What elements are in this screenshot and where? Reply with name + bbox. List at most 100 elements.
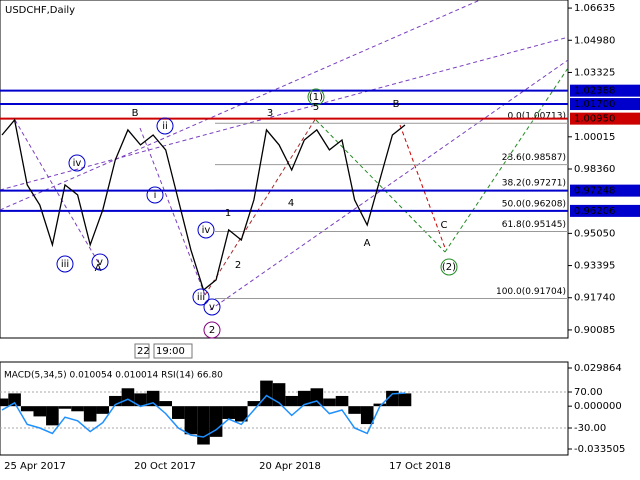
macd-bar (184, 406, 198, 435)
wave-label: 2 (209, 325, 215, 336)
macd-bar (159, 401, 173, 407)
macd-bar (234, 406, 248, 422)
wave-label: ii (162, 121, 168, 132)
trend-lines (0, 0, 569, 311)
x-tick-label: 17 Oct 2018 (389, 461, 451, 472)
macd-bar (58, 406, 72, 409)
wave-circle (307, 88, 325, 106)
macd-bar (209, 406, 223, 437)
macd-bar (121, 388, 135, 407)
marker-box (153, 343, 193, 359)
y-tick-label: 0.90085 (574, 325, 615, 336)
wave-label: (1) (309, 92, 323, 103)
wave-circle (56, 255, 74, 273)
level-label: 1.01700 (574, 99, 615, 110)
wave-label: 5 (313, 102, 319, 113)
macd-bar (386, 390, 399, 407)
macd-bar (247, 401, 261, 407)
macd-bar (134, 393, 147, 407)
wave-label: iv (202, 225, 211, 236)
macd-bar (20, 406, 34, 412)
y-tick-label: 1.03325 (574, 67, 615, 78)
macd-bar (297, 390, 311, 407)
fib-label: 23.6(0.98587) (502, 153, 566, 163)
wave-label: v (97, 257, 103, 268)
wave-circle (91, 253, 109, 271)
fib-label: 38.2(0.97271) (502, 179, 566, 189)
wave-circle (197, 221, 215, 239)
macd-bar (310, 388, 324, 407)
macd-bar (8, 393, 21, 407)
y-tick-label: 0.95050 (574, 228, 615, 239)
level-label: 0.97248 (574, 186, 615, 197)
rsi-line (1, 392, 406, 438)
macd-bar (197, 406, 210, 445)
level-label: 0.96206 (574, 206, 615, 217)
trend-line (209, 59, 569, 311)
x-tick-label: 20 Apr 2018 (259, 461, 321, 472)
macd-bar (46, 406, 59, 426)
macd-bar (33, 406, 47, 417)
y-tick-label: 0.91740 (574, 293, 615, 304)
trend-line (139, 127, 206, 296)
macd-title: MACD(5,34,5) 0.010054 0.010014 RSI(14) 6… (4, 371, 223, 381)
macd-bar (260, 380, 273, 407)
wave-label: 2 (235, 260, 241, 271)
wave-label: v (209, 302, 215, 313)
wave-label: (2) (442, 262, 456, 273)
level-label: 1.00950 (574, 114, 615, 125)
wave-circle (68, 154, 86, 172)
y-tick-label: 0.029864 (574, 363, 622, 374)
macd-bar (96, 406, 110, 414)
marker-box (134, 343, 150, 359)
marker-label: 19:00 (156, 346, 185, 357)
marker-label: 22 (137, 346, 150, 357)
wave-circle (146, 186, 164, 204)
macd-bar (83, 406, 97, 422)
macd-bar (398, 393, 412, 407)
macd-bar (323, 398, 336, 407)
level-label: 1.02388 (574, 86, 615, 97)
wave-label: i (154, 190, 157, 201)
level-tag (570, 204, 640, 217)
macd-bar (373, 403, 387, 407)
wave-circle (192, 288, 210, 306)
y-tick-label: 1.06635 (574, 3, 615, 14)
x-tick-label: 25 Apr 2017 (4, 461, 66, 472)
wave-label: 1 (225, 208, 231, 219)
macd-bar (335, 395, 349, 407)
price-line (1, 118, 406, 292)
y2-tick-label: 70.00 (574, 387, 603, 398)
wave-circle (203, 321, 221, 339)
level-tag (570, 184, 640, 197)
wave-label: A (95, 263, 102, 274)
trend-line (444, 67, 569, 253)
y-tick-label: 0.98360 (574, 164, 615, 175)
y2-tick-label: -30.00 (574, 423, 606, 434)
wave-circle (156, 117, 174, 135)
macd-bar (222, 406, 235, 419)
wave-label: iv (73, 158, 82, 169)
wave-label: iii (197, 292, 205, 303)
wave-label: B (393, 99, 400, 110)
macd-bar (146, 390, 160, 407)
macd-bar (172, 406, 185, 419)
x-tick-label: 20 Oct 2017 (134, 461, 196, 472)
wave-label: A (364, 238, 371, 249)
macd-bar (0, 398, 9, 407)
wave-circle (203, 298, 221, 316)
macd-bar (348, 406, 361, 414)
macd-bar (71, 406, 84, 412)
y-tick-label: 0.93395 (574, 261, 615, 272)
macd-bar (360, 406, 374, 425)
y-tick-label: 1.00015 (574, 132, 615, 143)
macd-bar (285, 395, 298, 407)
y-tick-label: 0.000000 (574, 401, 622, 412)
wave-label: 4 (288, 198, 294, 209)
y-tick-label: 1.04980 (574, 35, 615, 46)
fib-label: 100.0(0.91704) (496, 287, 566, 297)
chart-title: USDCHF,Daily (5, 5, 75, 16)
wave-label: C (441, 220, 448, 231)
level-tag (570, 112, 640, 125)
